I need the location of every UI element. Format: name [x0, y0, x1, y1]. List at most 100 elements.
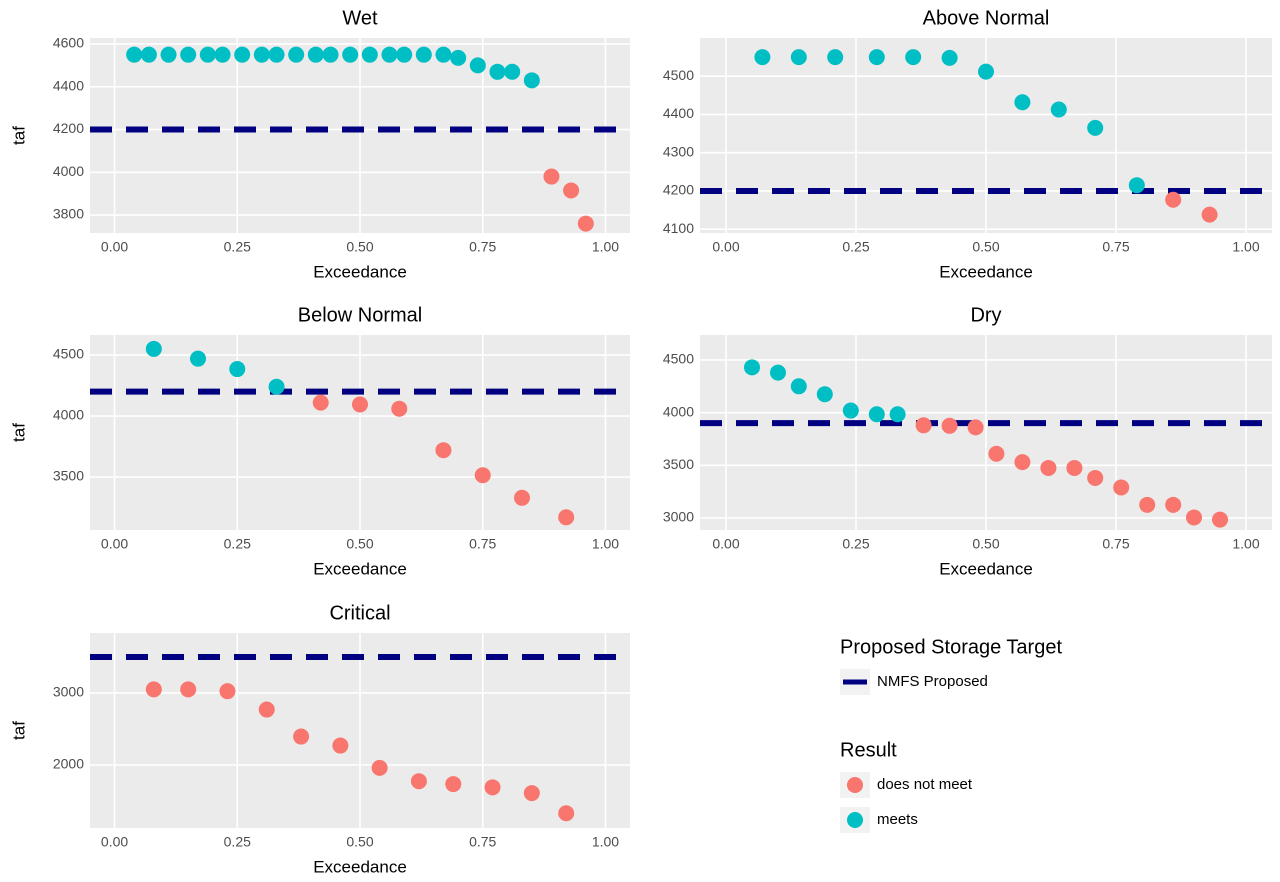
point	[229, 361, 246, 378]
point	[219, 683, 236, 700]
legend-point	[847, 812, 863, 828]
point	[543, 168, 560, 185]
point	[180, 46, 197, 63]
y-tick-label: 4400	[53, 77, 84, 93]
x-tick-label: 0.25	[224, 536, 251, 552]
legend-label: meets	[877, 811, 918, 828]
point	[967, 419, 984, 436]
point	[396, 46, 413, 63]
point	[868, 406, 885, 423]
point	[514, 489, 530, 506]
point	[361, 46, 378, 63]
point	[790, 49, 807, 66]
x-tick-label: 0.00	[101, 536, 128, 552]
y-tick-label: 2000	[53, 756, 84, 772]
point	[342, 46, 359, 63]
point	[1212, 511, 1228, 528]
point	[160, 46, 177, 63]
chart-title: Below Normal	[298, 304, 422, 326]
x-tick-label: 0.50	[346, 536, 373, 552]
point	[435, 46, 452, 63]
point	[1087, 469, 1104, 486]
point	[504, 63, 521, 80]
x-tick-label: 1.00	[592, 239, 619, 255]
point	[484, 779, 501, 796]
point	[258, 701, 275, 718]
point	[1165, 496, 1182, 513]
legend-title: Result	[840, 739, 897, 761]
point	[816, 386, 833, 403]
point	[754, 49, 771, 66]
point	[827, 49, 844, 66]
chart-title: Above Normal	[923, 7, 1050, 29]
point	[790, 378, 807, 395]
point	[558, 805, 575, 822]
point	[145, 340, 162, 357]
point	[293, 728, 310, 745]
y-tick-label: 4500	[53, 346, 84, 362]
point	[1201, 206, 1218, 223]
y-tick-label: 4600	[53, 35, 84, 51]
x-axis-label: Exceedance	[313, 559, 407, 578]
point	[332, 737, 349, 754]
y-tick-label: 3800	[53, 206, 84, 222]
point	[140, 46, 157, 63]
point	[842, 402, 859, 419]
point	[1066, 459, 1083, 476]
x-tick-label: 0.75	[469, 834, 496, 850]
point	[145, 681, 162, 698]
y-tick-label: 4300	[663, 143, 694, 159]
legend-label: does not meet	[877, 776, 973, 793]
point	[523, 72, 540, 89]
point	[381, 46, 398, 63]
point	[770, 364, 786, 381]
x-tick-label: 0.50	[972, 536, 999, 552]
y-axis-label: taf	[9, 126, 28, 145]
legend-label: NMFS Proposed	[877, 673, 988, 690]
x-tick-label: 0.00	[101, 834, 128, 850]
point	[1128, 177, 1145, 194]
point	[1113, 479, 1130, 496]
point	[445, 776, 462, 793]
point	[450, 49, 467, 66]
point	[410, 773, 427, 790]
point	[988, 445, 1005, 462]
y-tick-label: 3000	[53, 684, 84, 700]
x-axis-label: Exceedance	[313, 262, 407, 281]
x-tick-label: 1.00	[592, 536, 619, 552]
x-tick-label: 0.25	[224, 834, 251, 850]
y-tick-label: 4500	[663, 67, 694, 83]
point	[577, 215, 594, 232]
y-tick-label: 4400	[663, 105, 694, 121]
point	[322, 46, 339, 63]
point	[1050, 101, 1067, 118]
point	[391, 400, 408, 417]
y-tick-label: 3500	[53, 468, 84, 484]
point	[563, 182, 580, 199]
point	[126, 46, 143, 63]
point	[268, 46, 285, 63]
y-tick-label: 4000	[53, 407, 84, 423]
point	[435, 442, 452, 459]
point	[268, 378, 285, 395]
point	[469, 57, 486, 74]
chart-title: Wet	[342, 7, 378, 29]
y-tick-label: 3000	[663, 509, 694, 525]
point	[474, 467, 491, 484]
point	[523, 785, 540, 802]
point	[371, 759, 388, 776]
y-axis-label: taf	[9, 423, 28, 442]
y-tick-label: 4500	[663, 351, 694, 367]
point	[1040, 459, 1057, 476]
point	[558, 509, 575, 526]
x-tick-label: 0.00	[101, 239, 128, 255]
x-tick-label: 0.00	[712, 536, 739, 552]
x-tick-label: 1.00	[592, 834, 619, 850]
x-tick-label: 0.25	[224, 239, 251, 255]
x-tick-label: 0.50	[346, 834, 373, 850]
point	[1139, 496, 1156, 513]
point	[234, 46, 251, 63]
chart-title: Dry	[970, 304, 1001, 326]
x-tick-label: 0.75	[469, 239, 496, 255]
point	[905, 49, 922, 66]
